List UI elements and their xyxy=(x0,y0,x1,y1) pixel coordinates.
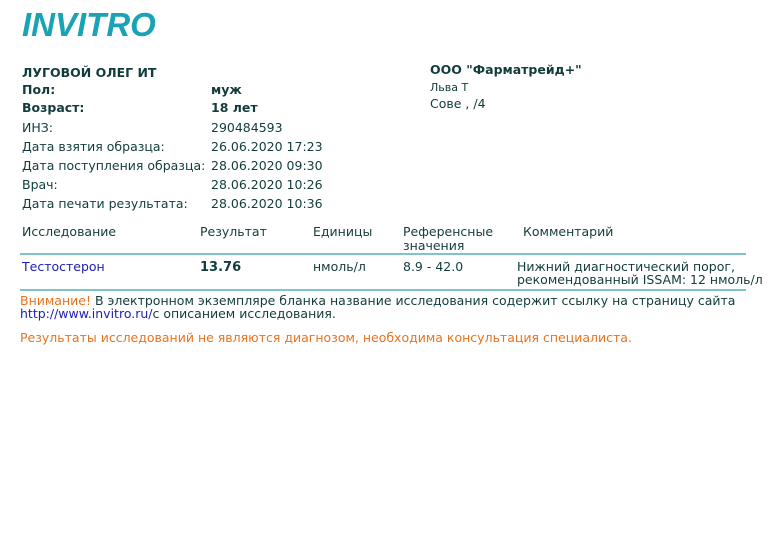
notice-text: В электронном экземпляре бланка название… xyxy=(90,293,736,308)
field-label: Дата взятия образца: xyxy=(22,139,165,154)
field-value: 28.06.2020 10:26 xyxy=(211,177,323,192)
divider xyxy=(20,253,746,255)
invitro-logo: INVITRO xyxy=(22,6,156,43)
header-comment: Комментарий xyxy=(523,224,614,239)
comment: рекомендованный ISSAM: 12 нмоль/л xyxy=(517,272,763,287)
warning-label: Внимание! xyxy=(20,293,91,308)
notice: Внимание! В электронном экземпляре бланк… xyxy=(20,294,735,308)
comment: Нижний диагностический порог, xyxy=(517,259,735,274)
field-label: ИНЗ: xyxy=(22,120,53,135)
lab-address: Льва Т xyxy=(430,81,469,94)
divider xyxy=(20,289,746,291)
lab-address: Сове , /4 xyxy=(430,96,486,111)
field-value: 26.06.2020 17:23 xyxy=(211,139,323,154)
sex-label: Пол: xyxy=(22,82,56,97)
notice-text2: с описанием исследования. xyxy=(152,306,336,321)
units: нмоль/л xyxy=(313,259,366,274)
field-value: 28.06.2020 10:36 xyxy=(211,196,323,211)
field-label: Врач: xyxy=(22,177,58,192)
age-value: 18 лет xyxy=(211,100,258,115)
patient-name: ЛУГОВОЙ ОЛЕГ ИТ xyxy=(22,65,157,80)
notice-line2: http://www.invitro.ru/с описанием исслед… xyxy=(20,307,336,321)
lab-name: ООО "Фарматрейд+" xyxy=(430,62,582,77)
invitro-link[interactable]: http://www.invitro.ru/ xyxy=(20,306,153,321)
reference: 8.9 - 42.0 xyxy=(403,259,464,274)
test-link[interactable]: Тестостерон xyxy=(22,259,105,274)
field-label: Дата поступления образца: xyxy=(22,158,206,173)
header-units: Единицы xyxy=(313,224,373,239)
header-reference: Референсные значения xyxy=(403,224,494,253)
field-label: Дата печати результата: xyxy=(22,196,188,211)
age-label: Возраст: xyxy=(22,100,85,115)
field-value: 290484593 xyxy=(211,120,283,135)
disclaimer: Результаты исследований не являются диаг… xyxy=(20,330,632,345)
sex-value: муж xyxy=(211,82,242,97)
result-value: 13.76 xyxy=(200,260,242,275)
header-result: Результат xyxy=(200,224,267,239)
field-value: 28.06.2020 09:30 xyxy=(211,158,323,173)
header-test: Исследование xyxy=(22,224,117,239)
